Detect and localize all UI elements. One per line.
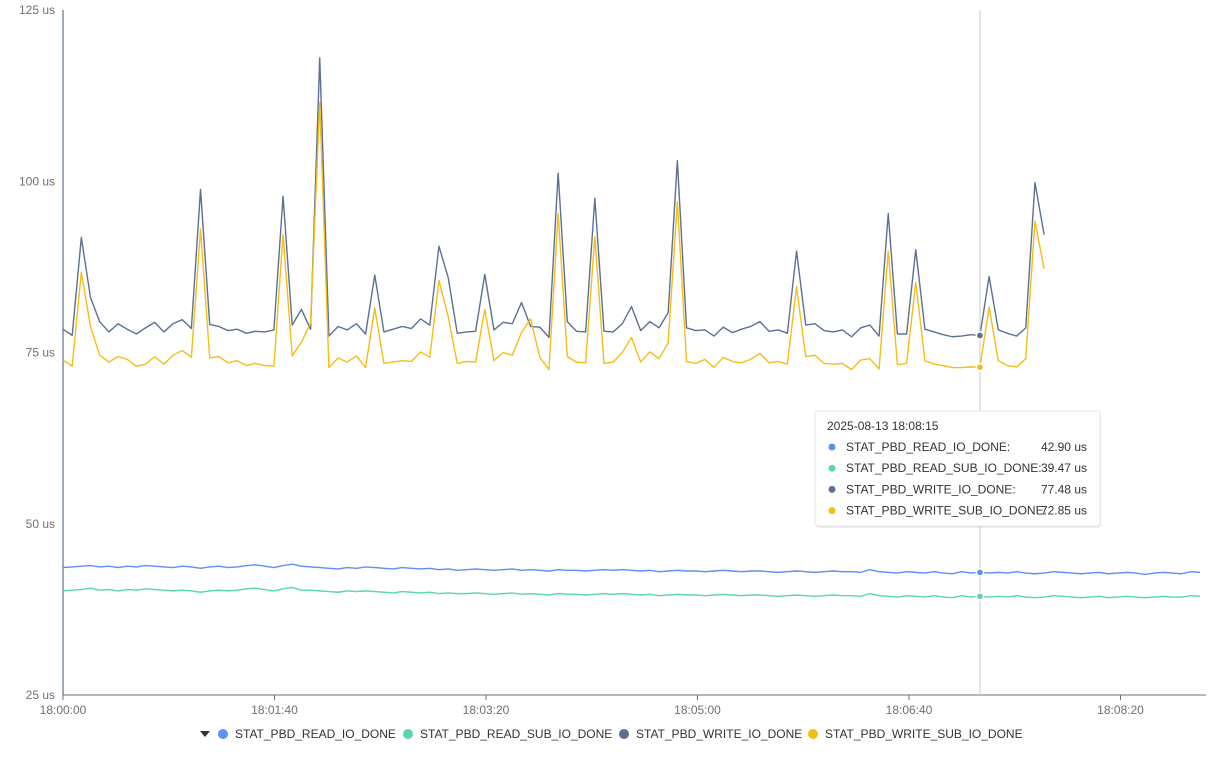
y-tick-label: 125 us [19, 3, 55, 17]
tooltip-series-label: STAT_PBD_READ_SUB_IO_DONE: [846, 461, 1042, 475]
tooltip: 2025-08-13 18:08:15 STAT_PBD_READ_IO_DONE… [814, 410, 1101, 528]
tooltip-box [814, 410, 1101, 527]
legend[interactable]: STAT_PBD_READ_IO_DONE STAT_PBD_READ_SUB_I… [200, 727, 1023, 741]
x-tick-label: 18:05:00 [674, 703, 721, 717]
crosshair-point [975, 568, 985, 577]
tooltip-title: 2025-08-13 18:08:15 [827, 419, 939, 433]
x-tick-label: 18:01:40 [251, 703, 298, 717]
tooltip-series-label: STAT_PBD_WRITE_IO_DONE: [846, 482, 1016, 496]
legend-label: STAT_PBD_READ_SUB_IO_DONE [420, 727, 612, 741]
crosshair-points [975, 331, 985, 601]
legend-label: STAT_PBD_WRITE_IO_DONE [636, 727, 802, 741]
series-line-stat-pbd-write-sub-io-done [62, 101, 1045, 371]
legend-marker [808, 729, 818, 739]
legend-marker [403, 729, 413, 739]
tooltip-marker [828, 485, 836, 493]
crosshair-point [975, 331, 985, 340]
tooltip-series-value: 72.85 us [1041, 504, 1087, 518]
y-tick-label: 75 us [26, 346, 55, 360]
tooltip-series-value: 77.48 us [1041, 482, 1087, 496]
series-line-stat-pbd-read-sub-io-done [62, 586, 1201, 599]
tooltip-series-value: 42.90 us [1041, 440, 1087, 454]
legend-collapse-icon[interactable] [200, 731, 210, 737]
series-line-stat-pbd-read-io-done [62, 563, 1201, 576]
legend-item-stat-pbd-read-sub-io-done[interactable]: STAT_PBD_READ_SUB_IO_DONE [403, 727, 612, 741]
legend-label: STAT_PBD_READ_IO_DONE [235, 727, 396, 741]
x-axis-ticks: 18:00:00 18:01:40 18:03:20 18:05:00 18:06:40… [40, 695, 1144, 717]
y-tick-label: 100 us [19, 174, 55, 188]
tooltip-series-value: 39.47 us [1041, 461, 1087, 475]
tooltip-series-label: STAT_PBD_READ_IO_DONE: [846, 440, 1010, 454]
legend-label: STAT_PBD_WRITE_SUB_IO_DONE [825, 727, 1023, 741]
legend-item-stat-pbd-read-io-done[interactable]: STAT_PBD_READ_IO_DONE [218, 727, 396, 741]
legend-item-stat-pbd-write-sub-io-done[interactable]: STAT_PBD_WRITE_SUB_IO_DONE [808, 727, 1023, 741]
legend-item-stat-pbd-write-io-done[interactable]: STAT_PBD_WRITE_IO_DONE [619, 727, 802, 741]
y-tick-label: 25 us [26, 688, 55, 702]
legend-marker [619, 729, 629, 739]
series-lines [62, 57, 1201, 599]
crosshair-point [975, 362, 985, 372]
x-tick-label: 18:08:20 [1097, 703, 1144, 717]
crosshair-point [975, 592, 985, 601]
series-line-stat-pbd-write-io-done [62, 57, 1045, 339]
y-tick-label: 50 us [26, 517, 55, 531]
x-tick-label: 18:06:40 [886, 703, 933, 717]
legend-marker [218, 729, 228, 739]
tooltip-marker [828, 464, 836, 472]
x-tick-label: 18:03:20 [463, 703, 510, 717]
tooltip-series-label: STAT_PBD_WRITE_SUB_IO_DONE: [846, 504, 1047, 518]
tooltip-marker [828, 443, 836, 451]
x-tick-label: 18:00:00 [40, 703, 87, 717]
y-axis-ticks: 25 us 50 us 75 us 100 us 125 us [19, 3, 55, 702]
tooltip-marker [828, 507, 836, 515]
